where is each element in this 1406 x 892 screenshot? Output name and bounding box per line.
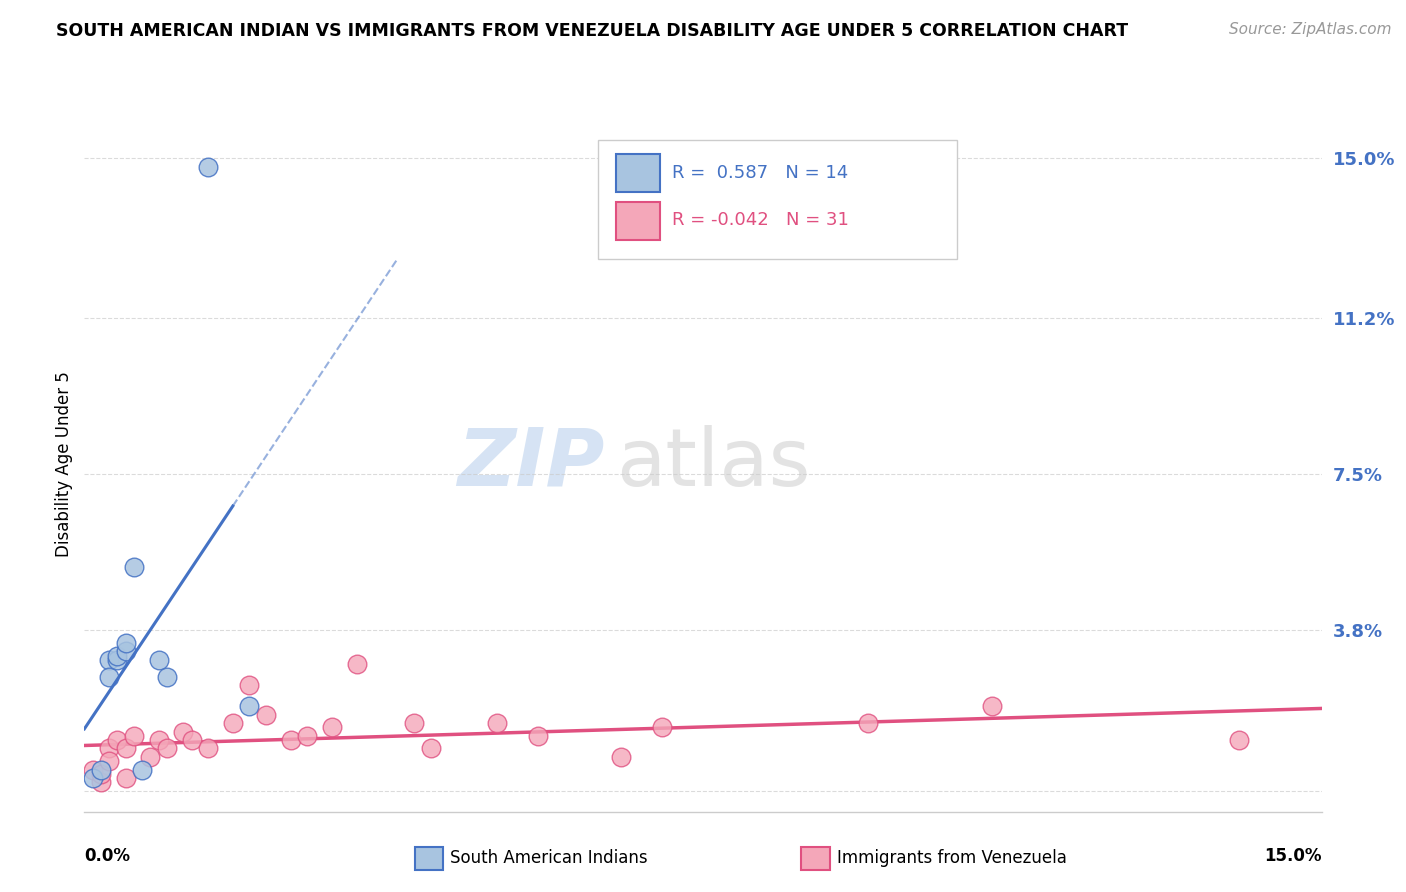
Point bbox=[90, 766, 112, 780]
Point bbox=[114, 771, 136, 785]
Point bbox=[321, 720, 343, 734]
Point bbox=[980, 699, 1002, 714]
Text: R = -0.042   N = 31: R = -0.042 N = 31 bbox=[672, 211, 849, 229]
Text: R =  0.587   N = 14: R = 0.587 N = 14 bbox=[672, 164, 848, 182]
Text: Source: ZipAtlas.com: Source: ZipAtlas.com bbox=[1229, 22, 1392, 37]
Point bbox=[197, 741, 219, 756]
Point bbox=[197, 160, 219, 174]
Text: Immigrants from Venezuela: Immigrants from Venezuela bbox=[837, 849, 1066, 867]
Point bbox=[148, 653, 170, 667]
Text: atlas: atlas bbox=[616, 425, 811, 503]
Y-axis label: Disability Age Under 5: Disability Age Under 5 bbox=[55, 371, 73, 557]
Point bbox=[82, 771, 104, 785]
Point bbox=[238, 699, 260, 714]
Point bbox=[105, 733, 128, 747]
Point bbox=[139, 750, 162, 764]
Point bbox=[222, 716, 245, 731]
Point bbox=[295, 729, 318, 743]
Text: ZIP: ZIP bbox=[457, 425, 605, 503]
Point bbox=[122, 560, 145, 574]
Point bbox=[527, 729, 550, 743]
Point bbox=[114, 741, 136, 756]
Bar bbox=[616, 154, 659, 193]
Point bbox=[98, 741, 121, 756]
Point bbox=[90, 775, 112, 789]
Point bbox=[114, 636, 136, 650]
Text: South American Indians: South American Indians bbox=[450, 849, 648, 867]
Point bbox=[609, 750, 631, 764]
Point bbox=[1227, 733, 1250, 747]
Point bbox=[105, 653, 128, 667]
Point bbox=[90, 763, 112, 777]
Point bbox=[485, 716, 508, 731]
Point bbox=[114, 644, 136, 658]
FancyBboxPatch shape bbox=[598, 140, 956, 259]
Point bbox=[82, 763, 104, 777]
Point bbox=[156, 741, 179, 756]
Point bbox=[98, 754, 121, 768]
Point bbox=[346, 657, 368, 672]
Text: SOUTH AMERICAN INDIAN VS IMMIGRANTS FROM VENEZUELA DISABILITY AGE UNDER 5 CORREL: SOUTH AMERICAN INDIAN VS IMMIGRANTS FROM… bbox=[56, 22, 1129, 40]
Point bbox=[148, 733, 170, 747]
Point bbox=[98, 653, 121, 667]
Point bbox=[156, 670, 179, 684]
Point bbox=[404, 716, 426, 731]
Point bbox=[180, 733, 202, 747]
Point bbox=[105, 648, 128, 663]
Point bbox=[651, 720, 673, 734]
Point bbox=[419, 741, 441, 756]
Text: 15.0%: 15.0% bbox=[1264, 847, 1322, 864]
Text: 0.0%: 0.0% bbox=[84, 847, 131, 864]
Point bbox=[131, 763, 153, 777]
Point bbox=[856, 716, 879, 731]
Point bbox=[238, 678, 260, 692]
Point bbox=[122, 729, 145, 743]
Point bbox=[254, 707, 277, 722]
Point bbox=[280, 733, 302, 747]
Point bbox=[172, 724, 194, 739]
Bar bbox=[616, 202, 659, 240]
Point bbox=[98, 670, 121, 684]
